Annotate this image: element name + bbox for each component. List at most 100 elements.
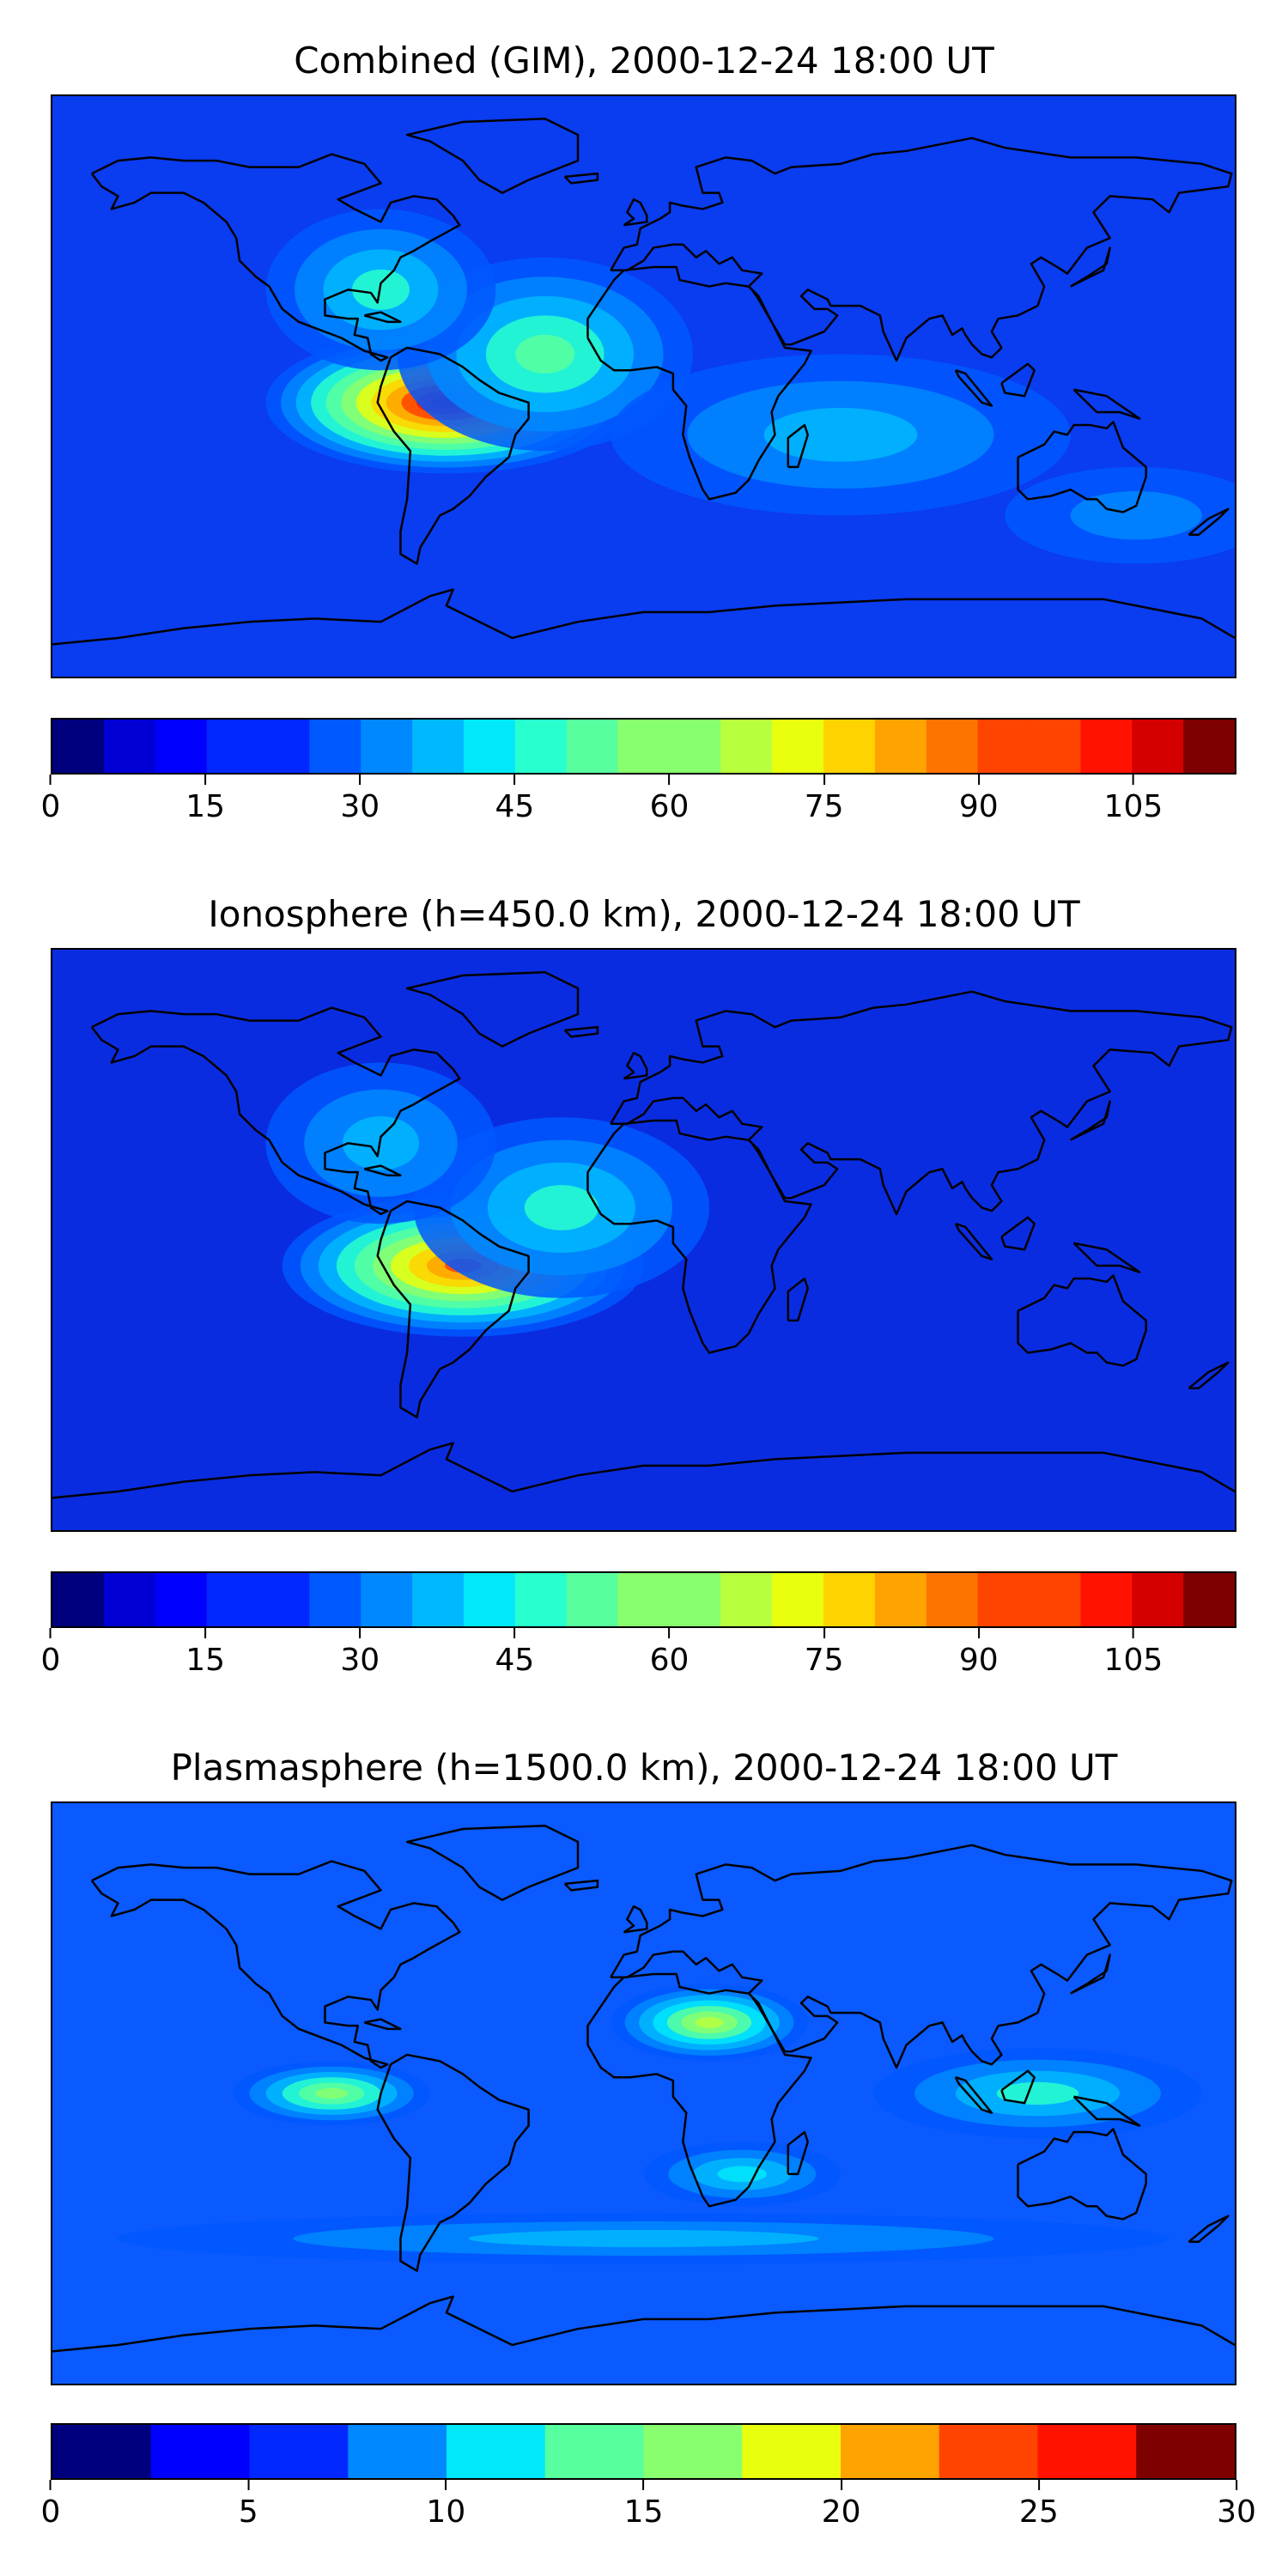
panel-1-colorbar	[51, 718, 1236, 775]
colorbar-tick-label: 30	[340, 775, 380, 824]
colorbar-tick-label: 90	[959, 775, 999, 824]
contour-level-4-1	[468, 2229, 819, 2248]
coastline-14	[563, 172, 599, 185]
coastline-2	[376, 2053, 530, 2272]
colorbar-segment-4	[258, 1573, 310, 1626]
colorbar-segment-15	[823, 1573, 876, 1626]
coastline-0	[90, 1860, 461, 2069]
panel-3-map-svg	[52, 1803, 1235, 2384]
colorbar-segment-2	[155, 720, 208, 773]
panel-2-colorbar	[51, 1571, 1236, 1628]
colorbar-tick-label: 30	[1217, 2480, 1256, 2530]
contour-level-1-1	[315, 2087, 349, 2099]
coastline-7	[954, 1223, 993, 1261]
colorbar-segment-1	[103, 1573, 156, 1626]
coastline-1	[405, 118, 580, 194]
colorbar-segment-9	[514, 1573, 568, 1626]
contour-level-0-1	[695, 2016, 724, 2028]
coastline-0	[90, 153, 461, 362]
colorbar-segment-0	[52, 720, 105, 773]
coastline-8	[1000, 2069, 1036, 2105]
contour-level-4-1	[1070, 491, 1202, 540]
panel-1-colorbar-svg	[52, 720, 1235, 773]
coastline-5	[787, 423, 809, 469]
colorbar-segment-10	[1037, 2425, 1137, 2478]
colorbar-segment-11	[617, 720, 671, 773]
colorbar-segment-13	[720, 720, 773, 773]
colorbar-segment-19	[1029, 720, 1081, 773]
coastline-6	[1017, 1274, 1147, 1367]
colorbar-segment-21	[1132, 1573, 1184, 1626]
colorbar-segment-6	[361, 720, 413, 773]
colorbar-segment-4	[258, 720, 310, 773]
colorbar-segment-22	[1183, 1573, 1235, 1626]
coastline-10	[1188, 507, 1230, 537]
colorbar-tick-label: 0	[41, 2480, 61, 2530]
colorbar-segment-5	[309, 720, 361, 773]
colorbar-tick-label: 75	[805, 775, 844, 824]
coastline-12	[623, 1905, 648, 1934]
panel-3-map	[51, 1801, 1236, 2385]
colorbar-segment-0	[52, 2425, 152, 2478]
panel-2-colorbar-svg	[52, 1573, 1235, 1626]
coastline-8	[1000, 1216, 1036, 1251]
colorbar-segment-9	[514, 720, 568, 773]
colorbar-segment-4	[447, 2425, 546, 2478]
colorbar-tick-label: 75	[805, 1628, 844, 1678]
colorbar-segment-18	[977, 1573, 1030, 1626]
colorbar-tick-label: 25	[1019, 2480, 1059, 2530]
colorbar-tick-label: 90	[959, 1628, 999, 1678]
colorbar-segment-17	[926, 720, 979, 773]
colorbar-tick-label: 105	[1104, 1628, 1163, 1678]
panel-3-title: Plasmasphere (h=1500.0 km), 2000-12-24 1…	[170, 1747, 1118, 1789]
colorbar-tick-label: 20	[822, 2480, 861, 2530]
colorbar-tick-label: 45	[495, 775, 534, 824]
colorbar-tick-label: 105	[1104, 775, 1163, 824]
colorbar-segment-20	[1080, 1573, 1133, 1626]
coastline-2	[376, 346, 530, 565]
colorbar-segment-10	[566, 1573, 619, 1626]
contour-level-3-1	[763, 408, 918, 462]
colorbar-segment-5	[544, 2425, 645, 2478]
coastline-7	[954, 369, 993, 407]
coastline-10	[1188, 1361, 1230, 1390]
colorbar-segment-13	[720, 1573, 773, 1626]
colorbar-segment-21	[1132, 720, 1184, 773]
colorbar-segment-22	[1183, 720, 1235, 773]
colorbar-tick-label: 60	[650, 775, 690, 824]
coastline-0	[90, 1006, 461, 1216]
colorbar-segment-12	[669, 720, 721, 773]
colorbar-segment-14	[772, 1573, 824, 1626]
colorbar-segment-18	[977, 720, 1030, 773]
coastline-4	[586, 1972, 812, 2208]
coastline-13	[364, 1164, 402, 1177]
coastline-11	[1070, 1100, 1111, 1141]
colorbar-tick-label: 30	[340, 1628, 380, 1678]
colorbar-tick-label: 45	[495, 1628, 534, 1678]
colorbar-segment-7	[412, 1573, 465, 1626]
coastline-9	[1072, 1242, 1141, 1273]
colorbar-segment-16	[874, 720, 927, 773]
colorbar-tick-label: 15	[624, 2480, 664, 2530]
colorbar-segment-14	[772, 720, 824, 773]
colorbar-tick-label: 0	[41, 1628, 61, 1678]
colorbar-segment-3	[206, 1573, 259, 1626]
colorbar-segment-2	[155, 1573, 208, 1626]
contour-level-2-1	[996, 2081, 1079, 2105]
colorbar-segment-7	[742, 2425, 841, 2478]
coastline-11	[1070, 246, 1111, 288]
colorbar-segment-16	[874, 1573, 927, 1626]
coastline-7	[954, 2076, 993, 2114]
colorbar-segment-6	[643, 2425, 743, 2478]
coastline-5	[787, 1277, 809, 1322]
coastline-13	[364, 2018, 402, 2031]
colorbar-segment-8	[463, 720, 516, 773]
contour-level-1-1	[524, 1185, 598, 1230]
panel-3-colorbar-ticks: 0 5 10 15 20 25 30	[41, 2480, 1256, 2531]
panel-1-colorbar-ticks: 0 15 30 45 60 75 90 105	[41, 775, 1236, 826]
coastline-8	[1000, 362, 1036, 398]
coastline-1	[405, 971, 580, 1048]
colorbar-segment-8	[841, 2425, 940, 2478]
contour-level-1-1	[515, 334, 575, 374]
coastline-15	[52, 588, 1235, 646]
